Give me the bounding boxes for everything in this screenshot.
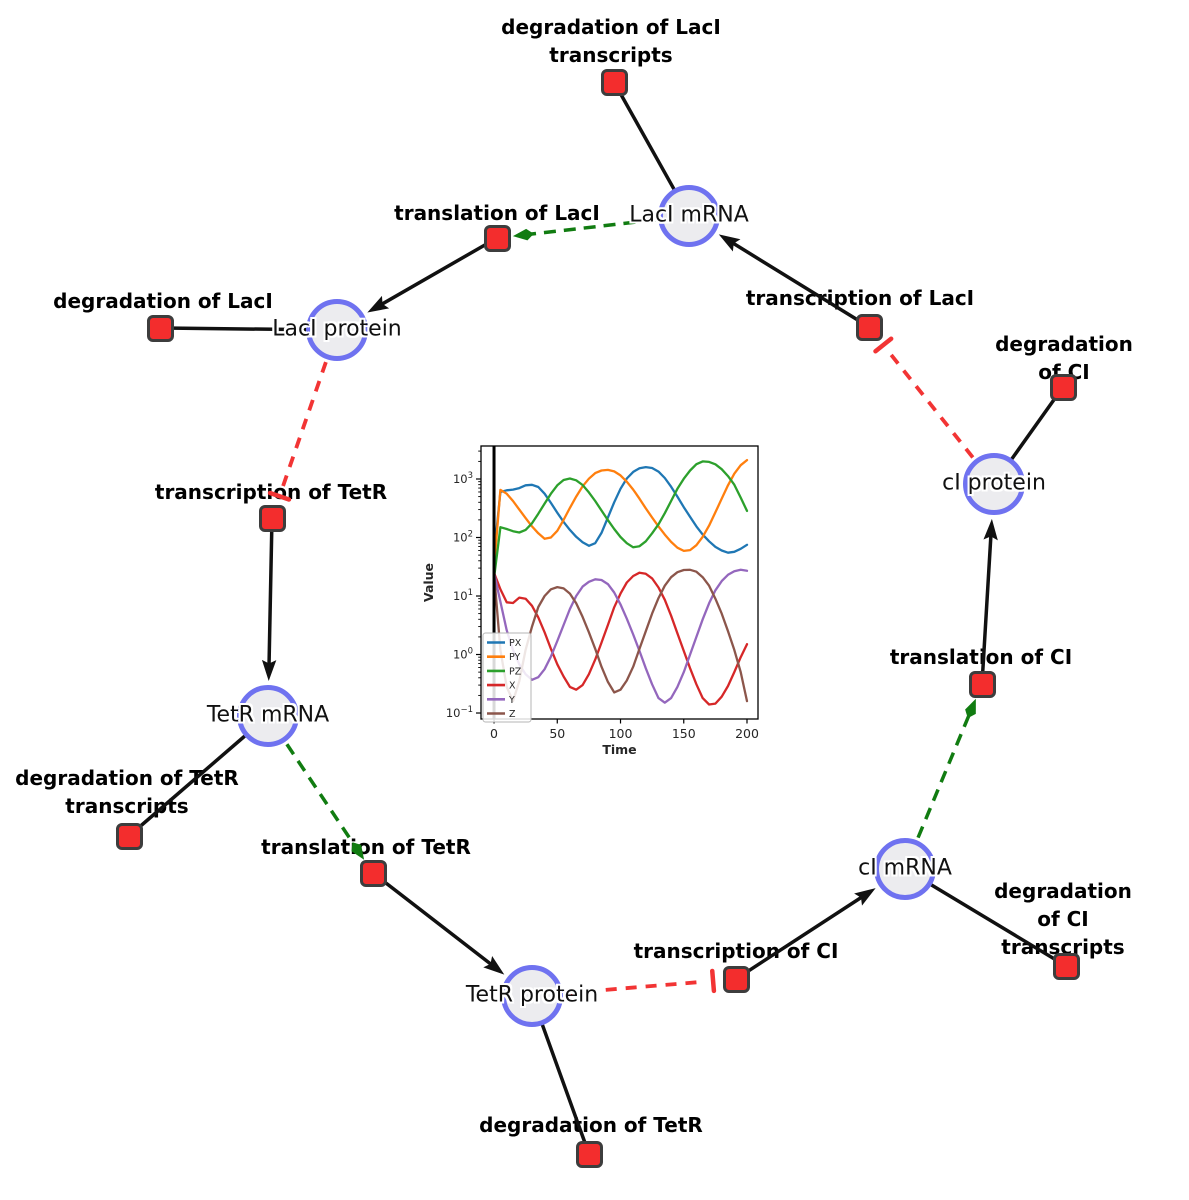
reaction-label-tsl_lacI: translation of LacI	[394, 201, 600, 225]
reaction-label-tsl_tetR: translation of TetR	[261, 835, 471, 859]
reaction-node-tsc_cI[interactable]	[722, 965, 750, 993]
activation-arrowhead-edge-tetR-mRNA-translation	[351, 842, 365, 860]
reaction-label-deg_lacI: degradation of LacI	[53, 289, 273, 313]
x-axis-label: Time	[602, 742, 636, 757]
svg-text:101: 101	[453, 588, 473, 603]
arrowhead-edge-transcription-lacI-mRNA	[718, 234, 741, 252]
y-axis-label: Value	[421, 563, 436, 602]
reaction-node-deg_tetR[interactable]	[575, 1140, 603, 1168]
axes-frame	[480, 445, 759, 720]
species-node-tetR_mRNA[interactable]	[237, 685, 299, 747]
reaction-label-deg_tetR: degradation of TetR	[479, 1113, 703, 1137]
edge-cI-mRNA-degradation[interactable]	[929, 883, 1057, 962]
edge-translation-cI-protein[interactable]	[981, 518, 999, 673]
svg-text:103: 103	[453, 471, 473, 486]
series-Y	[492, 568, 749, 704]
species-node-cI_mRNA[interactable]	[874, 838, 936, 900]
edge-cI-protein-degradation[interactable]	[1010, 395, 1058, 461]
series-X	[492, 571, 749, 706]
edge-lacI-represses-tetR[interactable]	[267, 361, 328, 502]
svg-text:100: 100	[609, 726, 633, 741]
plot-curves	[492, 458, 749, 706]
arrowhead-edge-transcription-cI-mRNA	[854, 888, 876, 906]
reaction-label-tsc_lacI: transcription of LacI	[745, 286, 975, 310]
reaction-node-tsl_lacI[interactable]	[483, 224, 511, 252]
svg-text:PY: PY	[509, 652, 521, 663]
reaction-label-tsc_cI: transcription of CI	[633, 939, 839, 963]
reaction-node-deg_lacI_tx[interactable]	[600, 68, 628, 96]
edge-tetR-mRNA-translation[interactable]	[285, 743, 369, 863]
reaction-label-tsl_cI: translation of CI	[889, 645, 1073, 669]
reaction-label-deg_lacI_tx: degradation of LacI transcripts	[501, 15, 721, 67]
reaction-node-tsc_tetR[interactable]	[258, 504, 286, 532]
svg-text:100: 100	[453, 647, 473, 662]
reaction-node-deg_lacI[interactable]	[146, 314, 174, 342]
edge-tetR-mRNA-degradation[interactable]	[137, 734, 247, 830]
reaction-label-deg_cI: degradation of CI	[995, 332, 1133, 384]
inhibition-tee-edge-cI-represses-lacI	[873, 336, 894, 354]
svg-text:10−1: 10−1	[446, 705, 473, 720]
reaction-label-deg_tetR_tx: degradation of TetR transcripts	[15, 766, 239, 818]
inhibition-tee-edge-tetR-represses-cI	[709, 968, 717, 994]
svg-text:Y: Y	[508, 695, 515, 706]
edge-cI-mRNA-translation[interactable]	[916, 697, 981, 839]
series-PY	[492, 458, 749, 570]
inhibition-tee-edge-lacI-represses-tetR	[267, 490, 292, 502]
arrowhead-edge-translation-lacI-protein	[367, 295, 390, 313]
arrowhead-edge-translation-cI-protein	[983, 518, 998, 541]
species-node-cI_protein[interactable]	[963, 453, 1025, 515]
activation-arrowhead-edge-cI-mRNA-translation	[965, 698, 976, 719]
reaction-node-deg_cI[interactable]	[1049, 373, 1077, 401]
species-node-lacI_mRNA[interactable]	[658, 185, 720, 247]
reaction-node-tsl_cI[interactable]	[968, 670, 996, 698]
edge-translation-lacI-protein[interactable]	[364, 242, 488, 318]
edge-tetR-represses-cI[interactable]	[565, 968, 717, 996]
series-PZ	[492, 460, 749, 580]
svg-text:102: 102	[453, 530, 473, 545]
arrowhead-edge-transcription-tetR-mRNA	[261, 659, 277, 682]
edge-transcription-cI-mRNA[interactable]	[745, 882, 880, 974]
edge-transcription-lacI-mRNA[interactable]	[715, 228, 860, 322]
edge-transcription-tetR-mRNA[interactable]	[261, 529, 277, 682]
reaction-node-tsl_tetR[interactable]	[359, 859, 387, 887]
svg-text:50: 50	[549, 726, 565, 741]
edge-translation-tetR-protein[interactable]	[381, 879, 508, 980]
edge-lacI-mRNA-translation[interactable]	[512, 218, 656, 242]
svg-text:PX: PX	[509, 638, 522, 649]
timecourse-plot: 0 50 100 150 20010−1100101102103TimeValuePXP…	[420, 430, 800, 775]
svg-text:Z: Z	[509, 709, 516, 720]
reaction-node-tsc_lacI[interactable]	[855, 313, 883, 341]
svg-text:0: 0	[490, 726, 498, 741]
series-PX	[492, 465, 749, 557]
series-Z	[492, 568, 749, 703]
species-node-tetR_protein[interactable]	[501, 965, 563, 1027]
svg-text:X: X	[509, 681, 516, 692]
svg-text:PZ: PZ	[509, 666, 522, 677]
svg-text:200: 200	[735, 726, 759, 741]
species-node-lacI_protein[interactable]	[306, 299, 368, 361]
reaction-node-deg_cI_tx[interactable]	[1052, 952, 1080, 980]
edge-cI-represses-lacI[interactable]	[873, 336, 975, 459]
edge-lacI-mRNA-degradation[interactable]	[618, 91, 676, 191]
edge-lacI-protein-degradation[interactable]	[171, 326, 308, 332]
edge-tetR-protein-degradation[interactable]	[540, 1023, 587, 1144]
svg-text:150: 150	[672, 726, 696, 741]
legend: PX PY PZ XYZ	[482, 632, 532, 723]
arrowhead-edge-translation-tetR-protein	[483, 956, 505, 975]
activation-arrowhead-edge-lacI-mRNA-translation	[512, 228, 534, 241]
reaction-node-deg_tetR_tx[interactable]	[115, 822, 143, 850]
reaction-label-tsc_tetR: transcription of TetR	[154, 480, 388, 504]
